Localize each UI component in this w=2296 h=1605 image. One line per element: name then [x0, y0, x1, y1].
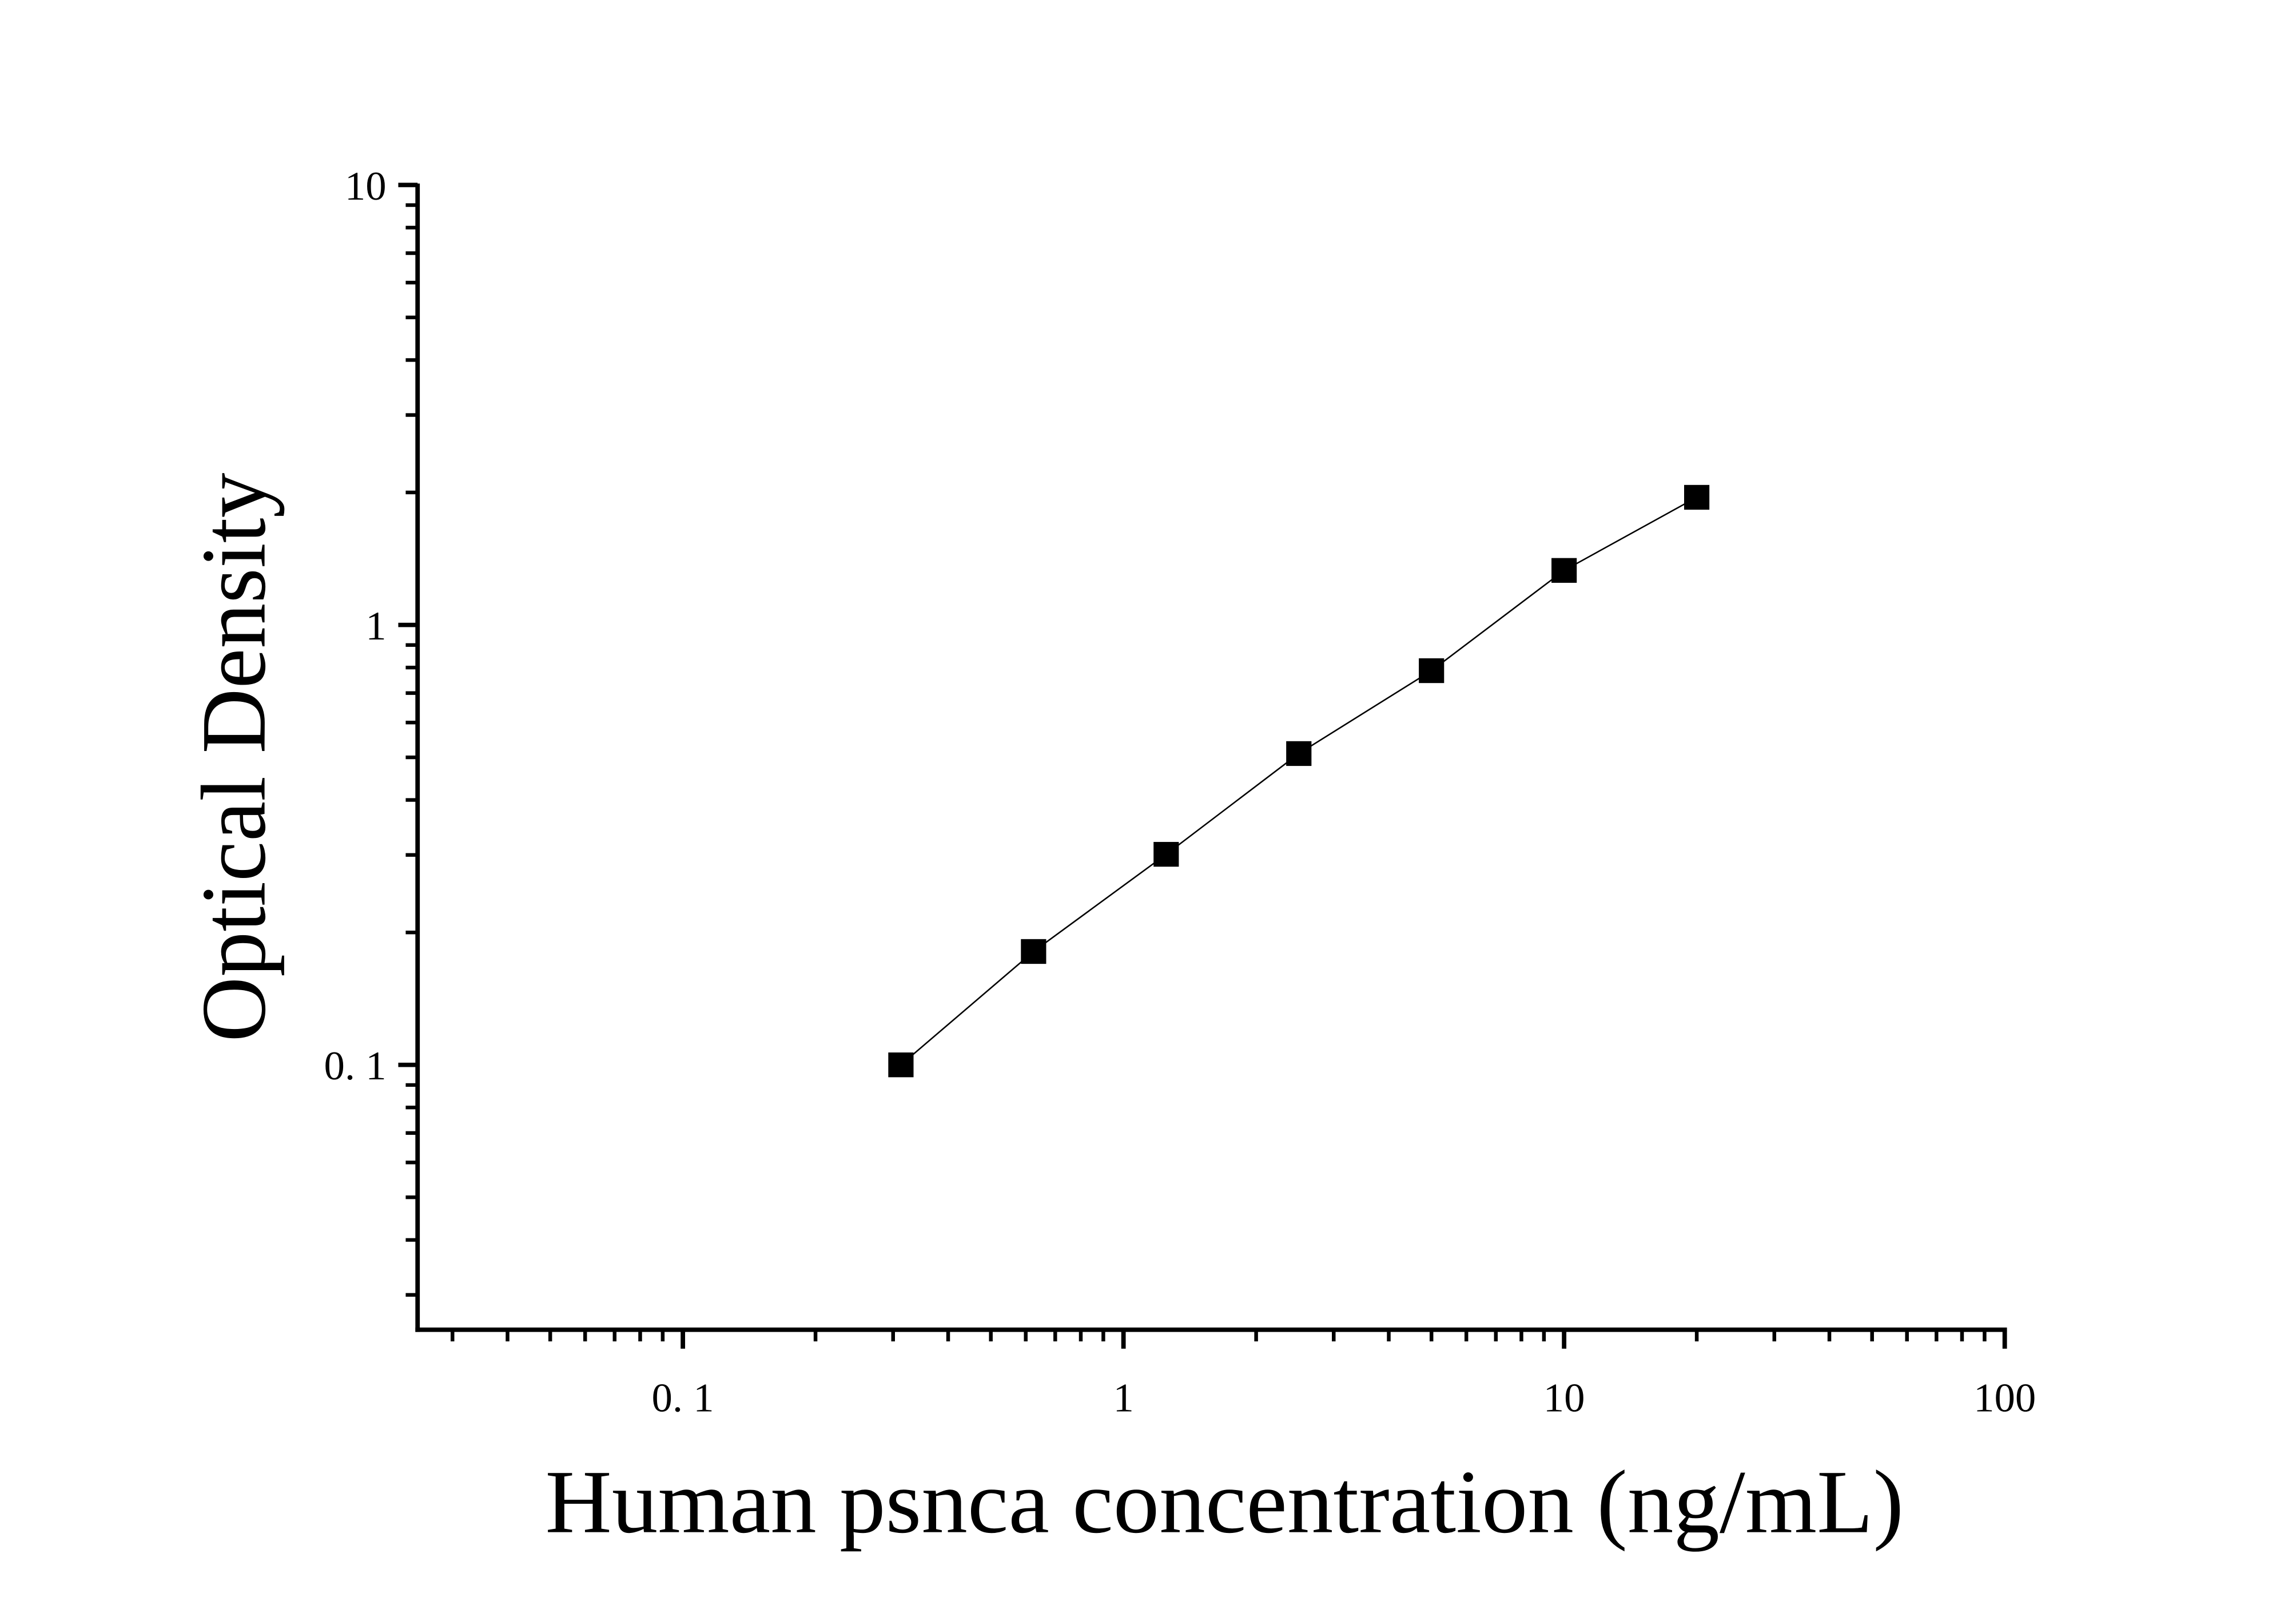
- marker: [1684, 484, 1710, 510]
- x-tick-label: 10: [1543, 1375, 1585, 1420]
- marker: [888, 1052, 914, 1078]
- marker: [1153, 841, 1179, 867]
- y-tick-label: 1: [365, 603, 386, 649]
- x-tick-label: 0. 1: [652, 1375, 714, 1420]
- y-axis-title: Optical Density: [182, 472, 285, 1042]
- x-tick-label: 1: [1113, 1375, 1133, 1420]
- x-tick-label: 100: [1973, 1375, 2036, 1420]
- marker: [1419, 658, 1445, 684]
- fit-line: [900, 496, 1697, 1066]
- x-axis-title: Human psnca concentration (ng/mL): [545, 1452, 1904, 1552]
- marker: [1021, 939, 1046, 964]
- marker: [1286, 741, 1312, 766]
- y-tick-label: 10: [345, 163, 387, 208]
- y-tick-label: 0. 1: [324, 1043, 387, 1088]
- marker: [1551, 558, 1577, 583]
